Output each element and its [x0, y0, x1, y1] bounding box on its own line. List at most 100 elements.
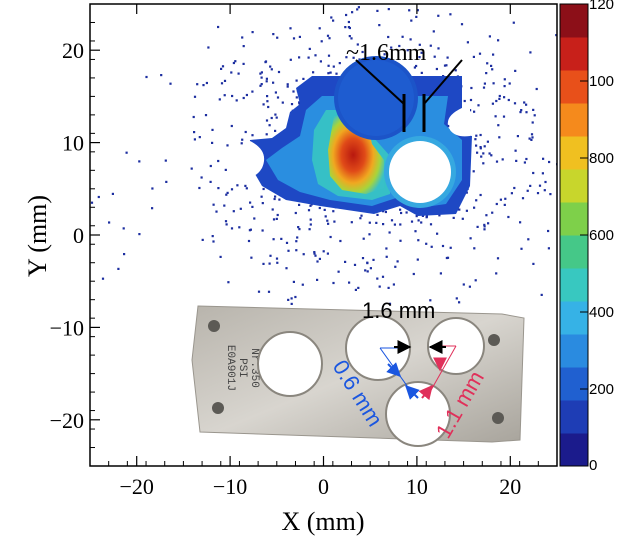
scatter-point — [417, 239, 420, 242]
scatter-point — [289, 27, 292, 30]
scatter-point — [151, 207, 154, 210]
scatter-point — [502, 115, 506, 118]
x-tick-label: 0 — [318, 474, 329, 499]
scatter-point — [503, 203, 506, 206]
scatter-point — [415, 64, 418, 68]
scatter-point — [512, 21, 515, 24]
scatter-point — [530, 138, 533, 141]
scatter-point — [232, 61, 235, 65]
colorbar-label: 600 — [589, 227, 614, 244]
colorbar-segment — [560, 37, 588, 71]
colorbar-segment — [560, 136, 588, 170]
scatter-point — [387, 286, 390, 289]
scatter-point — [474, 138, 477, 141]
scatter-point — [356, 8, 359, 11]
scatter-point — [292, 37, 296, 40]
scatter-point — [361, 50, 364, 54]
scatter-point — [261, 229, 264, 232]
scatter-point — [473, 247, 476, 250]
scatter-point — [101, 277, 105, 280]
scatter-point — [519, 221, 522, 224]
scatter-point — [324, 215, 327, 218]
scatter-point — [525, 103, 528, 106]
scatter-point — [276, 261, 279, 264]
scatter-point — [372, 258, 375, 261]
scatter-point — [209, 180, 212, 183]
scatter-point — [138, 160, 141, 163]
scatter-point — [388, 302, 392, 305]
scatter-point — [533, 114, 536, 117]
scatter-point — [224, 168, 227, 171]
scatter-point — [460, 23, 464, 26]
scatter-point — [435, 67, 438, 71]
scatter-point — [274, 91, 277, 94]
x-tick-label: 20 — [499, 474, 521, 499]
scatter-point — [265, 133, 268, 136]
scatter-point — [211, 128, 214, 131]
scatter-point — [348, 26, 351, 30]
scatter-point — [405, 211, 408, 214]
scatter-point — [499, 198, 502, 201]
scatter-point — [292, 90, 295, 93]
scatter-point — [244, 184, 247, 187]
scatter-point — [232, 210, 235, 213]
scatter-point — [320, 40, 323, 43]
scatter-point — [209, 164, 212, 168]
scatter-point — [313, 251, 316, 254]
scatter-point — [482, 86, 486, 89]
scatter-point — [309, 218, 312, 221]
scatter-point — [244, 130, 247, 134]
scatter-point — [392, 283, 395, 286]
scatter-point — [543, 189, 546, 192]
scatter-point — [261, 202, 264, 205]
scatter-point — [211, 235, 214, 238]
scatter-point — [217, 25, 220, 29]
scatter-point — [332, 210, 335, 213]
scatter-point — [323, 208, 326, 211]
scatter-point — [492, 82, 495, 85]
scatter-point — [416, 258, 419, 261]
scatter-point — [287, 298, 290, 301]
scatter-point — [378, 285, 381, 288]
scatter-point — [326, 34, 330, 37]
blue-arrow-upper — [386, 362, 401, 377]
scatter-point — [454, 69, 457, 72]
scatter-point — [297, 226, 300, 229]
scatter-point — [443, 64, 447, 67]
scatter-point — [251, 134, 254, 137]
scatter-point — [548, 160, 551, 164]
scatter-point — [473, 110, 476, 113]
scatter-point — [529, 51, 532, 54]
scatter-point — [535, 87, 538, 91]
scatter-point — [526, 189, 529, 192]
scatter-point — [275, 257, 279, 260]
scatter-point — [260, 76, 263, 79]
scatter-point — [465, 191, 468, 194]
scatter-point — [201, 238, 204, 241]
scatter-point — [538, 184, 542, 187]
scatter-point — [319, 60, 322, 63]
scatter-point — [223, 94, 226, 97]
scatter-point — [408, 9, 411, 12]
scatter-point — [469, 98, 473, 102]
scatter-point — [452, 216, 455, 219]
scatter-point — [239, 207, 242, 210]
scatter-point — [483, 145, 486, 148]
stamp-line-3: Nr.350 — [248, 348, 260, 388]
scatter-point — [375, 221, 378, 224]
scatter-point — [298, 101, 301, 104]
y-tick-label: −20 — [50, 408, 84, 433]
scatter-point — [507, 98, 510, 102]
scatter-point — [532, 171, 535, 175]
scatter-point — [337, 270, 340, 273]
scatter-point — [274, 195, 277, 198]
scatter-point — [475, 134, 478, 137]
scatter-point — [290, 297, 293, 300]
scatter-point — [368, 233, 371, 236]
scatter-point — [328, 37, 331, 40]
scatter-point — [480, 155, 483, 158]
scatter-point — [211, 141, 214, 144]
scatter-point — [219, 255, 222, 258]
scatter-point — [270, 68, 273, 71]
beam-intensity-map — [248, 56, 472, 216]
